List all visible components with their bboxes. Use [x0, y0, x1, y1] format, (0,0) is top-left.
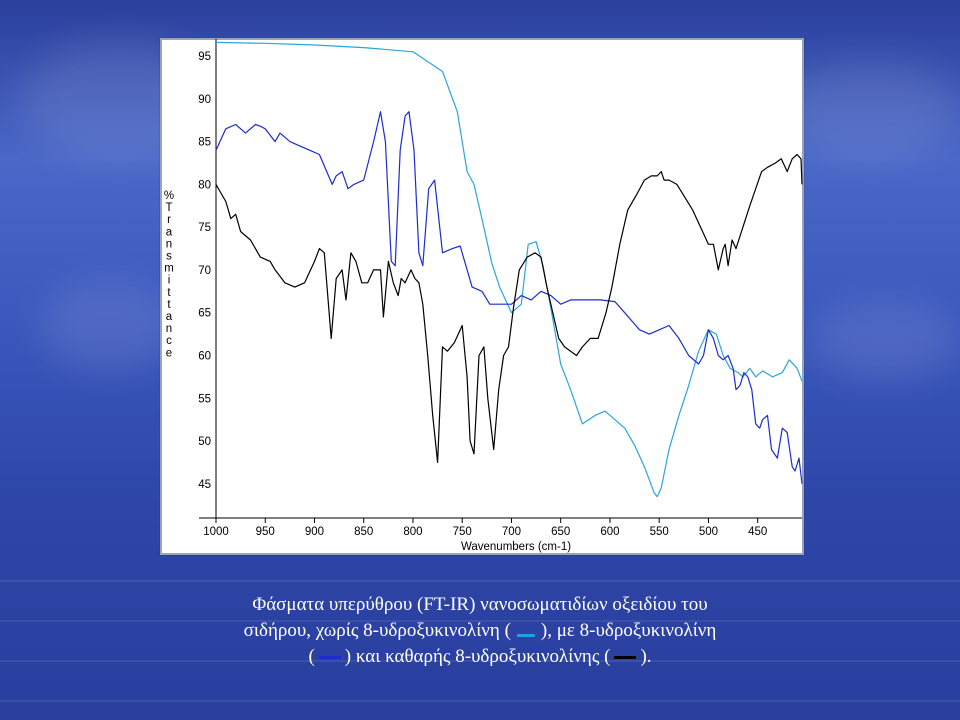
- x-axis-label: Wavenumbers (cm-1): [461, 541, 571, 553]
- background-wave: [0, 660, 960, 662]
- y-axis-label-char: t: [167, 299, 171, 311]
- background-wave: [0, 580, 960, 582]
- x-tick-label: 750: [453, 526, 472, 538]
- x-tick-label: 550: [650, 526, 669, 538]
- background-cloud: [810, 300, 960, 380]
- caption-text: (: [308, 646, 315, 667]
- ftir-chart-svg: 95 90 85 80 75 70 65 60 55 50 45 1000 950 900 850 800 7…: [161, 39, 803, 554]
- spectrum-with-8hq-line: [215, 111, 803, 484]
- y-axis-label-char: %: [164, 190, 174, 202]
- caption-text: ) και καθαρής 8-υδροξυκινολίνης (: [344, 646, 611, 667]
- x-tick-label: 600: [600, 526, 619, 538]
- y-axis-label-char: t: [167, 287, 171, 299]
- legend-swatch-lightblue-icon: [516, 634, 535, 638]
- y-axis-label-char: i: [168, 275, 171, 287]
- ftir-chart: 95 90 85 80 75 70 65 60 55 50 45 1000 950 900 850 800 7…: [160, 38, 804, 555]
- y-tick-label: 65: [198, 308, 211, 320]
- x-tick-label: 950: [256, 526, 275, 538]
- caption-line-1: Φάσματα υπερύθρου (FT-IR) νανοσωματιδίων…: [252, 594, 708, 615]
- x-tick-label: 650: [551, 526, 570, 538]
- y-tick-label: 50: [198, 436, 211, 448]
- y-axis-label-char: a: [166, 226, 173, 238]
- y-tick-label: 90: [198, 94, 211, 106]
- y-tick-label: 95: [198, 51, 211, 63]
- caption-line-3: ( ) και καθαρής 8-υδροξυκινολίνης ().: [150, 644, 810, 670]
- y-tick-label: 70: [198, 265, 211, 277]
- y-tick-label: 45: [198, 479, 211, 491]
- y-axis-label-char: c: [166, 335, 172, 347]
- background-cloud: [780, 60, 960, 160]
- spectra-series: [215, 41, 803, 498]
- background-cloud: [40, 280, 180, 370]
- caption-text: ).: [640, 646, 652, 667]
- x-tick-label: 450: [748, 526, 767, 538]
- x-tick-label: 500: [699, 526, 718, 538]
- y-axis-label-char: n: [166, 323, 172, 335]
- y-tick-label: 60: [198, 350, 211, 362]
- x-tick-labels: 1000 950 900 850 800 750 700 650 600 550 500 450: [203, 518, 767, 538]
- figure-caption: Φάσματα υπερύθρου (FT-IR) νανοσωματιδίων…: [150, 592, 810, 670]
- x-tick-label: 800: [403, 526, 422, 538]
- y-tick-label: 85: [198, 137, 211, 149]
- background-wave: [0, 620, 960, 622]
- x-tick-label: 900: [305, 526, 324, 538]
- caption-line-2: σιδήρου, χωρίς 8-υδροξυκινολίνη ( ), με 8…: [150, 618, 810, 644]
- caption-text: ), με 8-υδροξυκινολίνη: [540, 620, 717, 641]
- y-axis-label-char: s: [166, 251, 172, 263]
- y-axis-label-char: m: [164, 263, 174, 275]
- y-tick-label: 80: [198, 179, 211, 191]
- plot-border: [161, 39, 803, 554]
- x-tick-label: 850: [354, 526, 373, 538]
- y-axis-label-char: n: [166, 238, 172, 250]
- x-tick-label: 700: [502, 526, 521, 538]
- spectrum-pure-8hq-line: [215, 153, 803, 463]
- y-axis-label-char: e: [166, 347, 172, 359]
- y-axis-label-char: T: [165, 202, 172, 214]
- y-tick-label: 55: [198, 393, 211, 405]
- legend-swatch-black-icon: [614, 656, 637, 660]
- caption-text: σιδήρου, χωρίς 8-υδροξυκινολίνη (: [243, 620, 511, 641]
- y-tick-labels: 95 90 85 80 75 70 65 60 55 50 45: [198, 51, 211, 491]
- background-wave: [0, 700, 960, 702]
- y-axis-label-char: r: [167, 214, 171, 226]
- y-axis-label-char: a: [166, 311, 173, 323]
- x-tick-label: 1000: [203, 526, 229, 538]
- y-tick-label: 75: [198, 222, 211, 234]
- legend-swatch-blue-icon: [318, 656, 341, 660]
- spectrum-without-8hq-line: [215, 41, 803, 498]
